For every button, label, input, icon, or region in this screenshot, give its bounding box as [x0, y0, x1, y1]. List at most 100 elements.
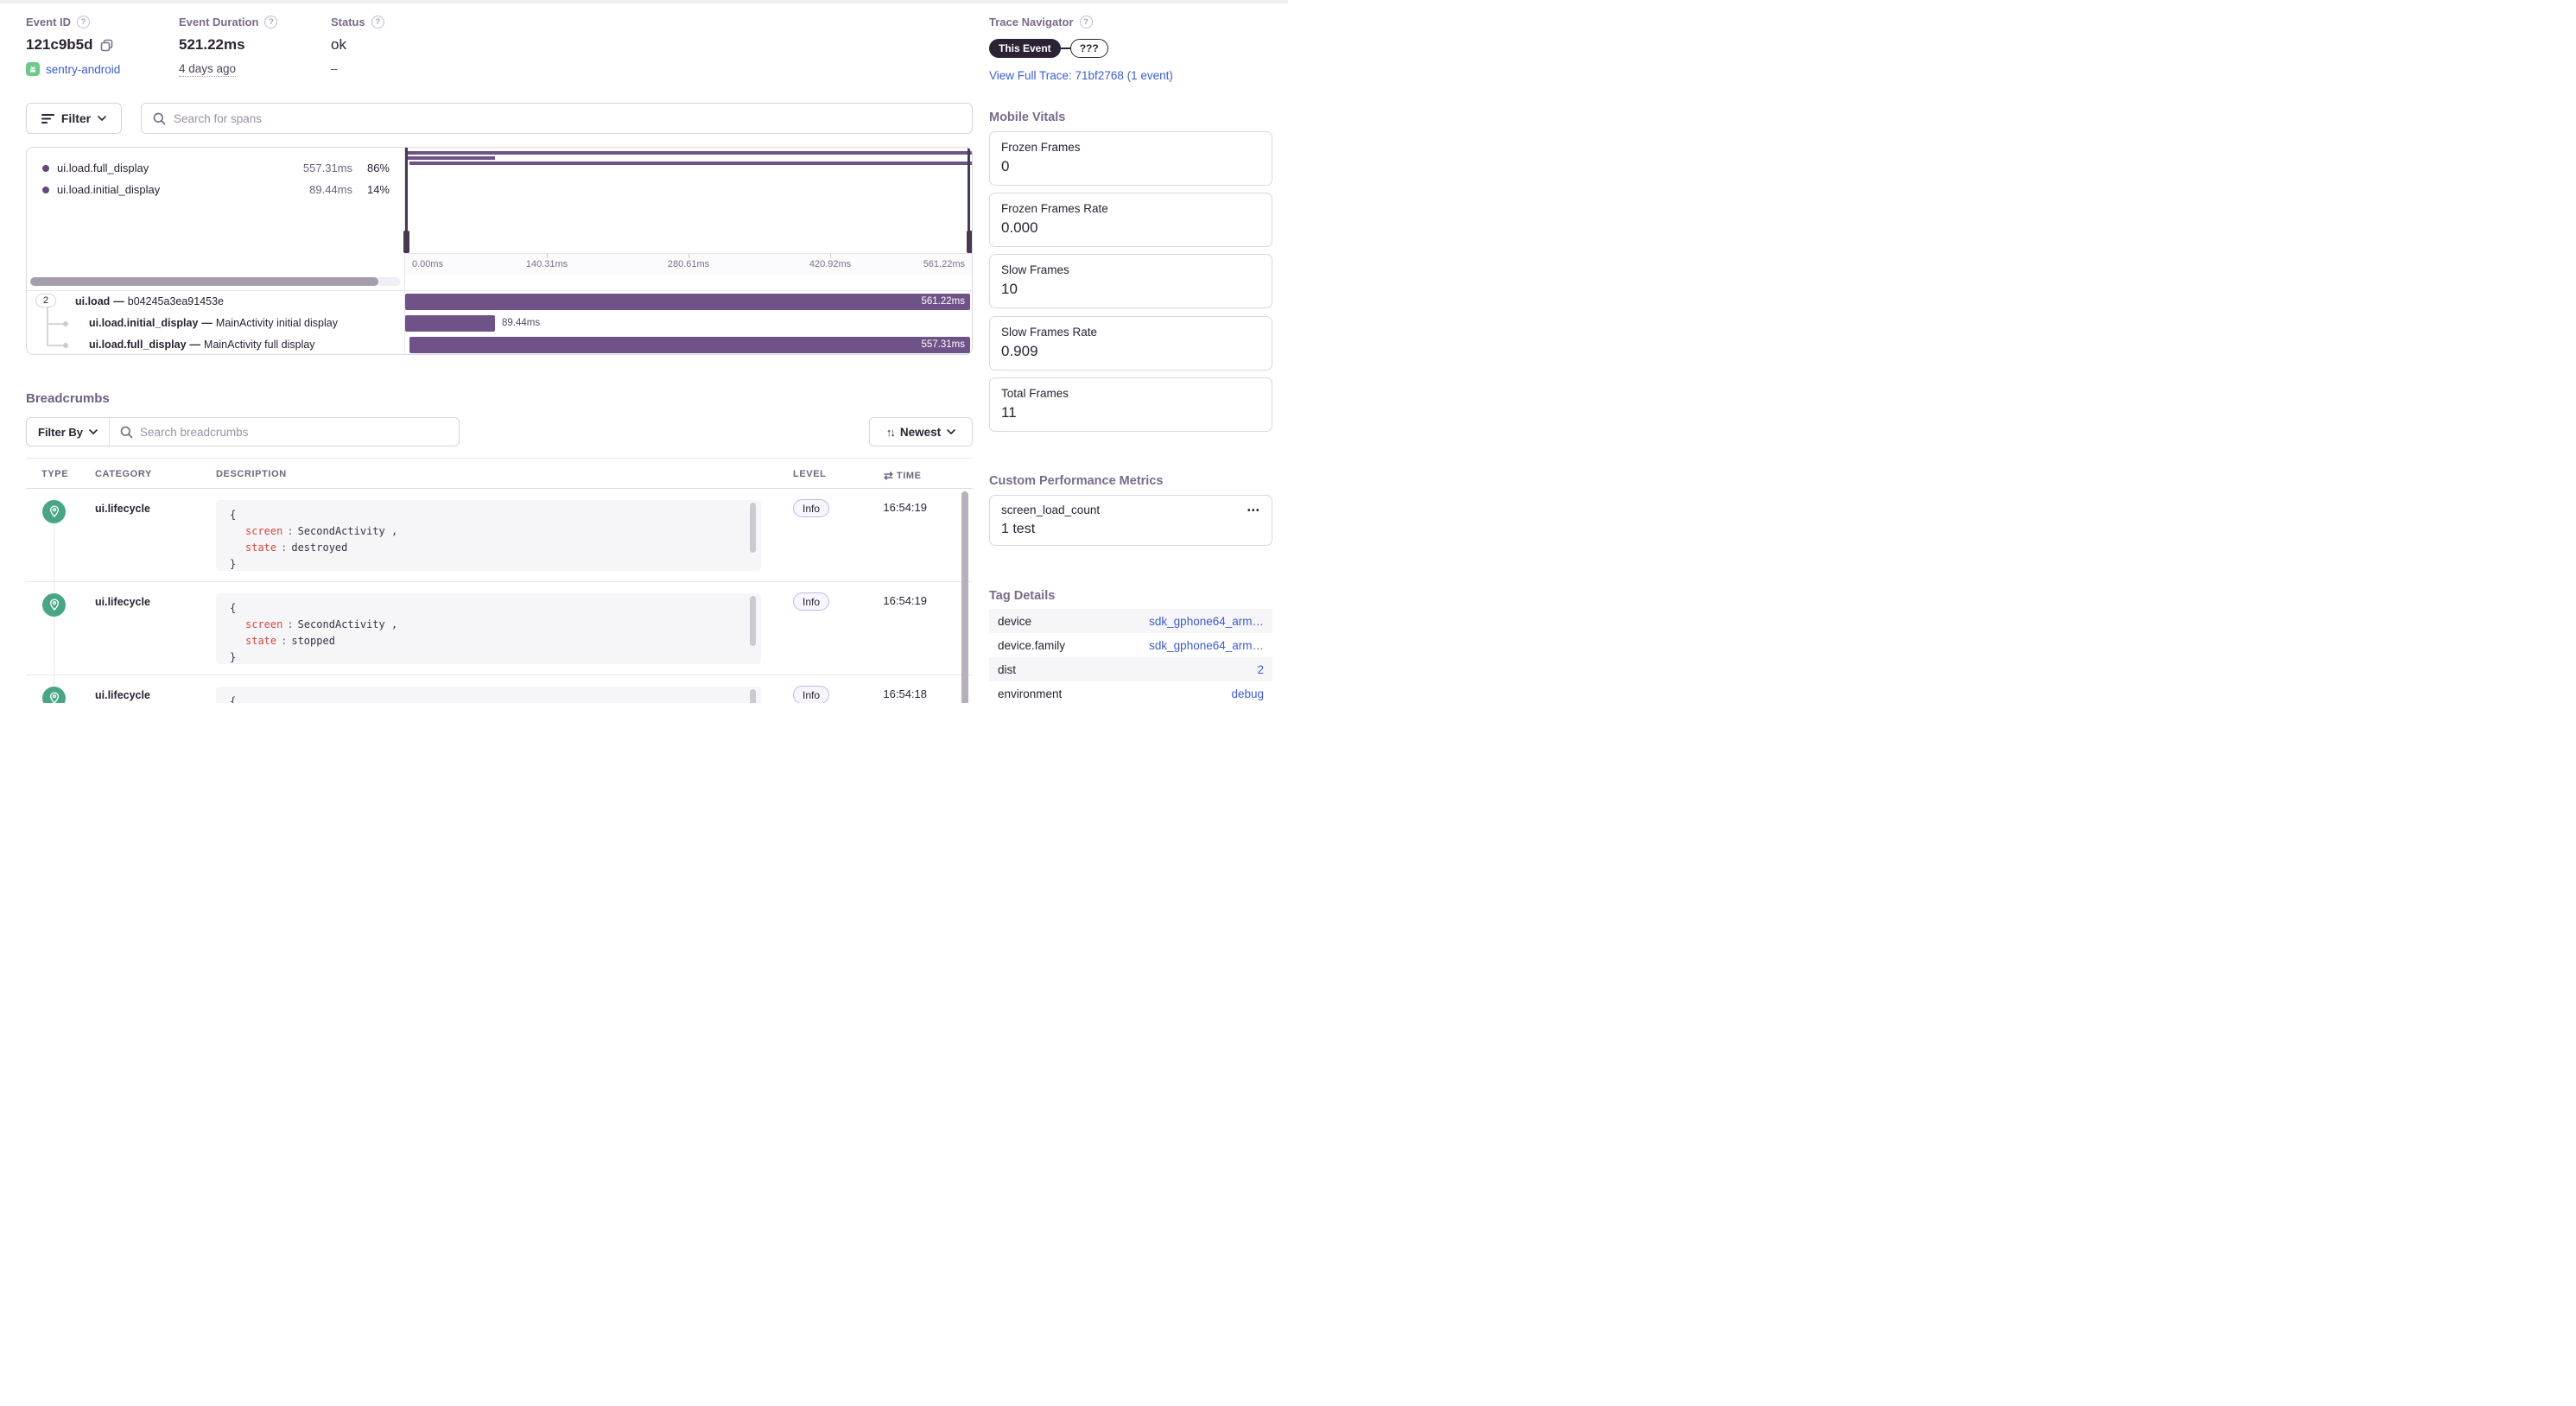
tree-connector-dot — [63, 320, 68, 326]
time-axis: 0.00ms 140.31ms 280.61ms 420.92ms 561.22… — [405, 253, 972, 275]
custom-metric-card: screen_load_count ••• 1 test — [989, 495, 1272, 546]
span-op: ui.load.full_display — [89, 339, 187, 351]
legend-item[interactable]: ui.load.initial_display 89.44ms 14% — [42, 183, 390, 196]
span-op: ui.load — [75, 295, 111, 307]
legend-name: ui.load.initial_display — [57, 183, 161, 196]
level-badge: Info — [793, 686, 830, 703]
tag-row-device-family: device.family sdk_gphone64_arm… — [989, 633, 1272, 657]
tag-details-heading: Tag Details — [989, 589, 1056, 603]
legend-dot — [42, 186, 49, 193]
span-description: MainActivity full display — [204, 339, 315, 351]
chevron-down-icon — [89, 429, 98, 434]
help-icon[interactable]: ? — [1079, 16, 1093, 28]
tree-connector — [47, 307, 48, 345]
breadcrumbs-table-header: TYPE CATEGORY DESCRIPTION LEVEL ⇄ TIME — [26, 459, 973, 489]
status-label: Status — [331, 16, 365, 28]
filter-button-label: Filter — [60, 111, 92, 125]
tag-key: device — [998, 614, 1032, 628]
span-children-badge[interactable]: 2 — [35, 294, 57, 307]
span-search-input[interactable] — [174, 111, 961, 125]
minimap-bar — [405, 156, 496, 160]
breadcrumb-rows: ui.lifecycle { screen: SecondActivity , s… — [26, 489, 973, 703]
event-id-value: 121c9b5d — [26, 36, 93, 53]
span-duration-label: 89.44ms — [501, 318, 541, 328]
code-scrollbar-thumb[interactable] — [750, 596, 756, 646]
legend-name: ui.load.full_display — [57, 162, 149, 174]
copy-icon[interactable] — [100, 39, 113, 52]
tag-value-link[interactable]: sdk_gphone64_arm… — [1149, 614, 1264, 628]
search-icon — [153, 112, 166, 124]
breadcrumb-sort-button[interactable]: ↑↓ Newest — [869, 417, 973, 446]
code-scrollbar-thumb[interactable] — [750, 689, 756, 703]
minimap-right-handle[interactable] — [966, 148, 972, 253]
event-id-label-row: Event ID ? — [26, 16, 120, 28]
span-bar[interactable]: 557.31ms — [409, 337, 970, 353]
status-block: Status ? ok – — [331, 16, 384, 75]
span-bar[interactable] — [405, 315, 495, 332]
unknown-trace-pill[interactable]: ??? — [1069, 39, 1108, 58]
trace-pill-connector — [1060, 48, 1070, 49]
column-category: CATEGORY — [95, 469, 152, 479]
minimap-bar — [405, 151, 972, 155]
span-duration-label: 561.22ms — [921, 296, 965, 307]
event-duration-value: 521.22ms — [179, 36, 245, 53]
vital-card-frozen-frames: Frozen Frames 0 — [989, 131, 1272, 186]
tag-row-environment: environment debug — [989, 681, 1272, 706]
ellipsis-menu-icon[interactable]: ••• — [1247, 506, 1260, 516]
vital-card-slow-frames: Slow Frames 10 — [989, 254, 1272, 308]
filter-by-button[interactable]: Filter By — [27, 418, 111, 446]
chevron-down-icon — [98, 116, 106, 121]
column-description: DESCRIPTION — [216, 469, 287, 479]
tag-value-link[interactable]: sdk_gphone64_arm… — [1149, 638, 1264, 652]
project-link[interactable]: sentry-android — [46, 62, 121, 76]
legend-percent: 14% — [366, 183, 390, 196]
breadcrumb-filter-combo: Filter By — [26, 417, 460, 446]
legend-item[interactable]: ui.load.full_display 557.31ms 86% — [42, 162, 390, 174]
legend-duration: 89.44ms — [309, 183, 352, 196]
custom-metrics-heading: Custom Performance Metrics — [989, 474, 1164, 488]
event-duration-label: Event Duration — [179, 16, 259, 28]
breadcrumbs-table: TYPE CATEGORY DESCRIPTION LEVEL ⇄ TIME u… — [26, 458, 973, 703]
breadcrumb-list-scrollbar-thumb[interactable] — [961, 491, 968, 703]
tag-key: environment — [998, 687, 1063, 700]
span-bar[interactable]: 561.22ms — [405, 294, 970, 310]
span-row-full-display[interactable]: ui.load.full_display — MainActivity full d… — [27, 334, 972, 354]
android-project-icon — [26, 62, 40, 76]
tree-hscrollbar-track — [30, 277, 401, 286]
span-row-ui-load[interactable]: 2 ui.load — b04245a3ea91453e 561.22ms — [27, 291, 972, 313]
tree-connector — [47, 323, 65, 325]
breadcrumb-category: ui.lifecycle — [95, 689, 150, 701]
view-full-trace-link[interactable]: View Full Trace: 71bf2768 (1 event) — [989, 69, 1173, 82]
minimap-left-handle[interactable] — [403, 148, 409, 253]
location-pin-icon — [42, 593, 66, 617]
vital-card-frozen-frames-rate: Frozen Frames Rate 0.000 — [989, 193, 1272, 247]
search-icon — [120, 426, 133, 438]
tag-value-link[interactable]: debug — [1231, 687, 1264, 700]
chevron-down-icon — [947, 429, 955, 434]
breadcrumb-time: 16:54:19 — [883, 594, 927, 607]
tree-hscrollbar-thumb[interactable] — [30, 277, 378, 286]
span-filter-button[interactable]: Filter — [26, 103, 122, 134]
breadcrumb-search-input[interactable] — [140, 425, 448, 439]
legend-duration: 557.31ms — [302, 162, 352, 174]
event-time-ago[interactable]: 4 days ago — [179, 62, 237, 77]
level-badge: Info — [793, 592, 830, 611]
breadcrumb-code-block: { screen: SecondActivity , state: stopped … — [216, 593, 761, 664]
help-icon[interactable]: ? — [371, 16, 384, 28]
event-id-block: Event ID ? 121c9b5d sentry-android — [26, 16, 120, 76]
help-icon[interactable]: ? — [264, 16, 278, 28]
help-icon[interactable]: ? — [77, 16, 91, 28]
tag-row-dist: dist 2 — [989, 657, 1272, 681]
breadcrumb-row: ui.lifecycle { screen: SecondActivity , s… — [26, 489, 973, 582]
status-secondary: – — [331, 62, 338, 75]
tag-value-link[interactable]: 2 — [1257, 662, 1264, 676]
status-value: ok — [331, 36, 346, 53]
location-pin-icon — [42, 500, 66, 523]
column-time-sort[interactable]: ⇄ TIME — [884, 469, 922, 482]
this-event-pill[interactable]: This Event — [989, 39, 1061, 58]
filter-icon — [41, 113, 54, 124]
code-scrollbar-thumb[interactable] — [750, 503, 756, 553]
tree-separator — [27, 290, 972, 291]
mobile-vitals-heading: Mobile Vitals — [989, 111, 1066, 124]
span-row-initial-display[interactable]: ui.load.initial_display — MainActivity ini… — [27, 313, 972, 334]
